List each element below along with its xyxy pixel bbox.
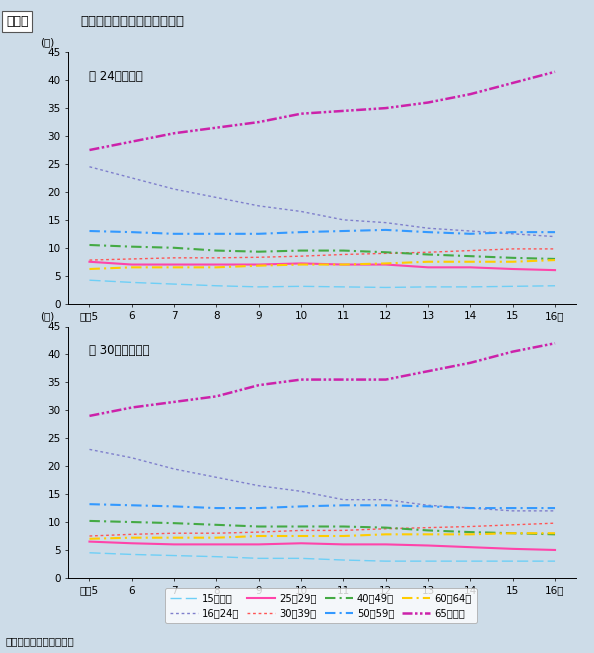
- Text: 第１図: 第１図: [6, 15, 29, 28]
- Text: Ⓞ 30日以内死者: Ⓞ 30日以内死者: [89, 344, 149, 357]
- Text: 注　警察庁資料による。: 注 警察庁資料による。: [6, 637, 75, 646]
- Text: Ⓞ 24時間死者: Ⓞ 24時間死者: [89, 70, 143, 83]
- Legend: 15歳以下, 16～24歳, 25～29歳, 30～39歳, 40～49歳, 50～59歳, 60～64歳, 65歳以上: 15歳以下, 16～24歳, 25～29歳, 30～39歳, 40～49歳, 5…: [165, 588, 476, 623]
- Text: (％): (％): [40, 37, 55, 47]
- Text: 年齢層別死者数の割合の推移: 年齢層別死者数の割合の推移: [80, 15, 184, 28]
- Text: (％): (％): [40, 311, 55, 321]
